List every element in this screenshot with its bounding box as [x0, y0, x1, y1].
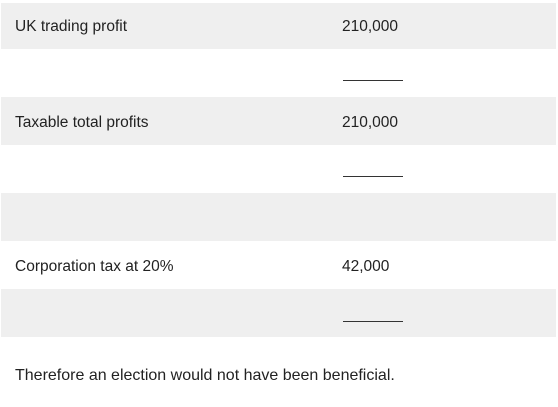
row-value: 210,000	[342, 18, 399, 35]
conclusion-text: Therefore an election would not have bee…	[15, 367, 395, 384]
row-value: 42,000	[342, 258, 390, 275]
table-row-total-rule	[1, 289, 556, 337]
table-row-subtotal-rule-1	[1, 49, 556, 97]
row-label: Taxable total profits	[15, 114, 149, 131]
table-row-uk-trading-profit: UK trading profit 210,000	[1, 3, 556, 49]
table-row-subtotal-rule-2	[1, 145, 556, 193]
total-underline	[343, 321, 403, 322]
row-label: UK trading profit	[15, 18, 127, 35]
row-label: Corporation tax at 20%	[15, 258, 174, 275]
table-row-corporation-tax: Corporation tax at 20% 42,000	[1, 241, 556, 289]
subtotal-underline	[343, 176, 403, 177]
subtotal-underline	[343, 80, 403, 81]
table-row-blank	[1, 193, 556, 241]
table-row-taxable-total-profits: Taxable total profits 210,000	[1, 97, 556, 145]
row-value: 210,000	[342, 114, 399, 131]
